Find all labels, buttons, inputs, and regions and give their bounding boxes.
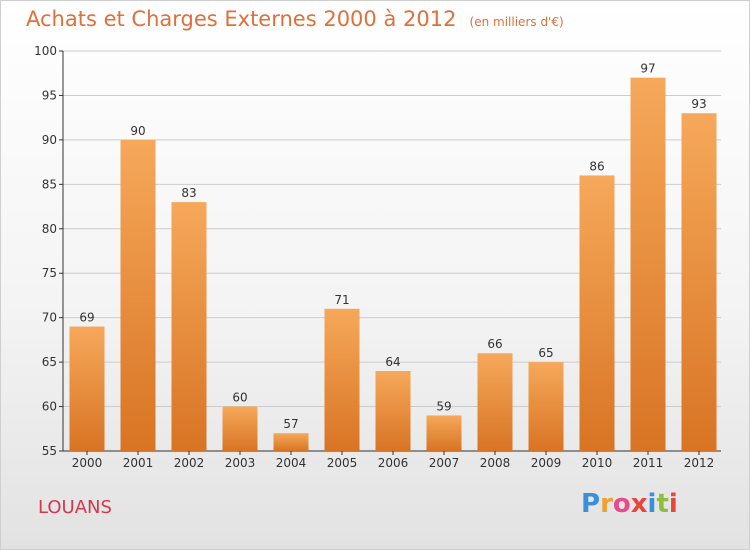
y-tick-label: 95 xyxy=(42,88,57,102)
value-label-2011: 97 xyxy=(640,62,655,76)
tick-labels: 55 60 65 70 75 80 85 90 95 100 2000 2001 2002 2003 200… xyxy=(34,44,714,470)
x-tick-label-2012: 2012 xyxy=(684,456,715,470)
bar-2001 xyxy=(120,139,156,451)
value-label-2007: 59 xyxy=(436,399,451,413)
chart-subtitle: (en milliers d'€) xyxy=(469,15,564,29)
value-label-2009: 65 xyxy=(538,346,553,360)
y-tick-label: 55 xyxy=(42,444,57,458)
bars xyxy=(69,77,717,452)
x-tick-label-2005: 2005 xyxy=(327,456,358,470)
value-label-2006: 64 xyxy=(385,355,400,369)
bar-2006 xyxy=(375,371,411,451)
y-tick-label: 90 xyxy=(42,133,57,147)
y-tick-label: 100 xyxy=(34,44,57,58)
bar-2004 xyxy=(273,433,309,451)
x-tick-label-2002: 2002 xyxy=(174,456,205,470)
value-label-2008: 66 xyxy=(487,337,502,351)
x-tick-label-2000: 2000 xyxy=(72,456,103,470)
bar-2008 xyxy=(477,353,513,451)
chart-title: Achats et Charges Externes 2000 à 2012 xyxy=(26,7,457,31)
value-label-2005: 71 xyxy=(334,293,349,307)
logo-letter: o xyxy=(612,489,631,519)
logo-letter: t xyxy=(656,489,669,519)
value-label-2004: 57 xyxy=(283,417,298,431)
logo-letter: x xyxy=(630,489,648,519)
value-label-2000: 69 xyxy=(79,311,94,325)
value-label-2012: 93 xyxy=(691,97,706,111)
logo-letter: i xyxy=(668,489,678,519)
bar-2012 xyxy=(681,113,717,451)
value-label-2002: 83 xyxy=(181,186,196,200)
y-tick-label: 65 xyxy=(42,355,57,369)
x-tick-label-2008: 2008 xyxy=(480,456,511,470)
bar-2003 xyxy=(222,406,258,451)
logo-letter: i xyxy=(647,489,657,519)
value-label-2003: 60 xyxy=(232,391,247,405)
value-label-2010: 86 xyxy=(589,159,604,173)
logo-letter: r xyxy=(600,489,613,519)
bar-2011 xyxy=(630,77,666,452)
y-tick-label: 60 xyxy=(42,400,57,414)
title-row: Achats et Charges Externes 2000 à 2012 (… xyxy=(26,7,564,31)
y-tick-label: 75 xyxy=(42,266,57,280)
value-label-2001: 90 xyxy=(130,124,145,138)
bar-2010 xyxy=(579,175,615,451)
value-labels: 69 90 83 60 57 71 64 59 66 65 86 97 93 xyxy=(79,62,706,432)
bar-2002 xyxy=(171,202,207,451)
y-tick-label: 70 xyxy=(42,311,57,325)
x-tick-label-2006: 2006 xyxy=(378,456,409,470)
bar-2005 xyxy=(324,308,360,451)
x-tick-label-2003: 2003 xyxy=(225,456,256,470)
bar-2000 xyxy=(69,326,105,451)
x-tick-label-2007: 2007 xyxy=(429,456,460,470)
location-label: LOUANS xyxy=(38,497,112,518)
x-tick-label-2001: 2001 xyxy=(123,456,154,470)
y-tick-label: 80 xyxy=(42,222,57,236)
bar-2007 xyxy=(426,415,462,451)
grid-lines xyxy=(63,50,721,408)
bar-2009 xyxy=(528,362,564,451)
proxiti-logo: Proxiti xyxy=(581,489,678,519)
y-tick-label: 85 xyxy=(42,177,57,191)
logo-letter: P xyxy=(581,489,601,519)
x-tick-label-2009: 2009 xyxy=(531,456,562,470)
x-tick-label-2010: 2010 xyxy=(582,456,613,470)
x-tick-label-2004: 2004 xyxy=(276,456,307,470)
x-tick-label-2011: 2011 xyxy=(633,456,664,470)
